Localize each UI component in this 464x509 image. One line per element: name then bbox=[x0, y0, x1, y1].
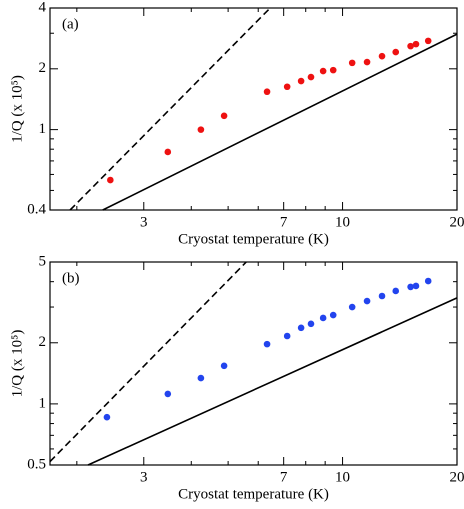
x-tick-label: 7 bbox=[280, 214, 288, 230]
plot-frame bbox=[49, 261, 458, 466]
y-tick-label: 2 bbox=[39, 334, 47, 350]
y-tick-label: 5 bbox=[39, 253, 47, 269]
data-point bbox=[392, 48, 400, 56]
data-point bbox=[412, 282, 420, 290]
y-tick-label: 0.5 bbox=[27, 456, 46, 472]
x-tick-label: 10 bbox=[335, 469, 350, 485]
y-tick-label: 0.4 bbox=[27, 201, 46, 217]
y-tick-label: 4 bbox=[39, 0, 47, 15]
data-point bbox=[348, 59, 356, 67]
data-point bbox=[297, 324, 305, 332]
fit-line bbox=[69, 7, 271, 211]
x-tick-label: 3 bbox=[140, 214, 148, 230]
fit-line bbox=[102, 33, 458, 211]
data-point bbox=[424, 37, 432, 45]
data-point bbox=[164, 148, 172, 156]
data-point bbox=[363, 297, 371, 305]
data-point bbox=[107, 176, 114, 184]
fit-line bbox=[49, 261, 247, 463]
data-point bbox=[197, 126, 205, 133]
y-axis-label: 1/Q (x 10⁵) bbox=[9, 330, 25, 398]
data-point bbox=[297, 77, 305, 85]
data-point bbox=[220, 112, 228, 120]
data-point bbox=[307, 73, 315, 81]
data-point bbox=[283, 83, 291, 91]
y-tick-label: 1 bbox=[39, 395, 47, 411]
plot-frame bbox=[49, 7, 458, 211]
data-point bbox=[424, 277, 432, 285]
fit-line bbox=[87, 297, 458, 466]
data-point bbox=[348, 303, 356, 311]
data-point bbox=[329, 311, 337, 319]
panel-label: (a) bbox=[62, 16, 79, 32]
x-tick-label: 3 bbox=[140, 469, 148, 485]
data-point bbox=[283, 332, 291, 340]
data-point bbox=[412, 40, 420, 48]
data-point bbox=[407, 283, 414, 291]
y-axis-label: 1/Q (x 10⁵) bbox=[9, 75, 25, 143]
data-point bbox=[103, 413, 111, 421]
data-point bbox=[319, 67, 327, 75]
panel-label: (b) bbox=[62, 270, 80, 286]
x-axis-label: Cryostat temperature (K) bbox=[178, 231, 329, 247]
data-point bbox=[392, 287, 400, 295]
data-point bbox=[363, 58, 371, 66]
data-point bbox=[319, 314, 327, 322]
x-tick-label: 10 bbox=[335, 214, 350, 230]
x-axis-label: Cryostat temperature (K) bbox=[178, 486, 329, 502]
data-point bbox=[407, 42, 414, 50]
data-point bbox=[378, 52, 386, 60]
x-tick-label: 20 bbox=[450, 469, 464, 485]
data-point bbox=[329, 66, 337, 74]
data-point bbox=[220, 362, 228, 370]
data-point bbox=[378, 292, 386, 300]
data-point bbox=[197, 374, 205, 382]
data-point bbox=[307, 320, 315, 328]
data-point bbox=[263, 340, 271, 348]
data-point bbox=[164, 390, 172, 398]
y-tick-label: 1 bbox=[39, 121, 47, 137]
x-tick-label: 7 bbox=[280, 469, 288, 485]
y-tick-label: 2 bbox=[39, 60, 47, 76]
data-point bbox=[263, 88, 271, 96]
x-tick-label: 20 bbox=[450, 214, 464, 230]
